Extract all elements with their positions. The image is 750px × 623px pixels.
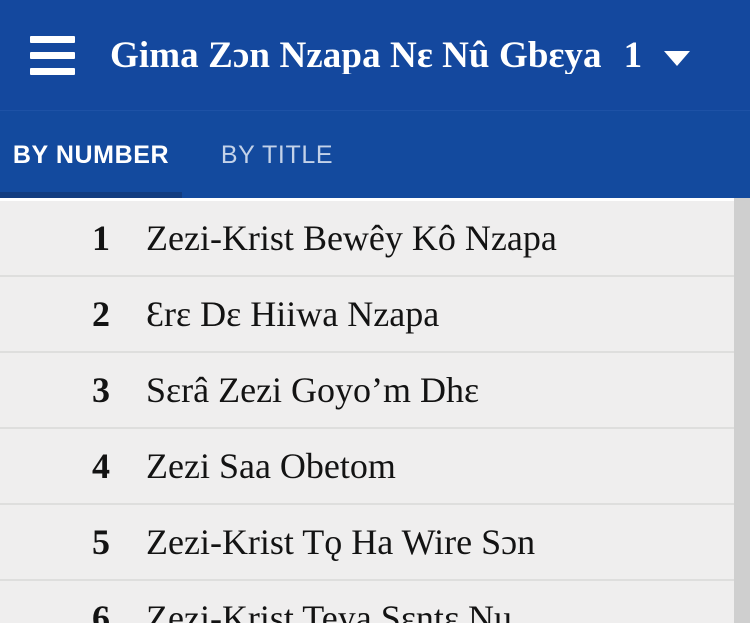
- list-item[interactable]: 4 Zezi Saa Obetom: [0, 429, 734, 505]
- list-item[interactable]: 5 Zezi-Krist Tǫ Ha Wire Sɔn: [0, 505, 734, 581]
- list-item-title: Zezi Saa Obetom: [146, 445, 396, 486]
- vertical-scrollbar[interactable]: [734, 198, 750, 623]
- list-item-number: 2: [92, 294, 110, 334]
- list-item[interactable]: 1 Zezi-Krist Bewêy Kô Nzapa: [0, 201, 734, 277]
- list-top-rule: [0, 198, 734, 201]
- list-item-title: Zezi-Krist Tǫ Ha Wire Sɔn: [146, 521, 536, 562]
- vertical-scrollbar-thumb[interactable]: [734, 198, 750, 318]
- list-item-title: Ɛrɛ Dɛ Hiiwa Nzapa: [146, 293, 440, 334]
- list-item-number: 5: [92, 522, 110, 562]
- page-title: Gima Zɔn Nzapa Nɛ Nû Gbɛya: [110, 36, 602, 74]
- app-title-group[interactable]: Gima Zɔn Nzapa Nɛ Nû Gbɛya 1: [110, 36, 691, 74]
- list-item-number: 6: [92, 598, 110, 623]
- song-list: 1 Zezi-Krist Bewêy Kô Nzapa 2 Ɛrɛ Dɛ Hii…: [0, 198, 750, 623]
- app-bar: Gima Zɔn Nzapa Nɛ Nû Gbɛya 1: [0, 0, 750, 110]
- list-item-number: 4: [92, 446, 110, 486]
- hamburger-bar: [30, 67, 75, 75]
- tab-by-title[interactable]: BY TITLE: [182, 111, 372, 199]
- list-item-title: Sɛrâ Zezi Goyo’m Dhɛ: [146, 369, 480, 410]
- list-item-title: Zezi-Krist Bewêy Kô Nzapa: [146, 217, 557, 258]
- chevron-down-icon[interactable]: [664, 50, 691, 66]
- hamburger-bar: [30, 35, 75, 43]
- list-item-title: Zezi-Krist Teya Sɛntɛ Nu: [146, 597, 512, 623]
- list-item[interactable]: 2 Ɛrɛ Dɛ Hiiwa Nzapa: [0, 277, 734, 353]
- list-item[interactable]: 6 Zezi-Krist Teya Sɛntɛ Nu: [0, 581, 734, 623]
- tab-active-indicator: [0, 192, 182, 199]
- song-list-rows: 1 Zezi-Krist Bewêy Kô Nzapa 2 Ɛrɛ Dɛ Hii…: [0, 201, 734, 623]
- book-number: 1: [623, 36, 643, 74]
- tab-by-number[interactable]: BY NUMBER: [0, 111, 182, 199]
- hamburger-bar: [30, 51, 75, 59]
- tab-by-number-label: BY NUMBER: [12, 140, 170, 169]
- hamburger-menu-icon[interactable]: [30, 33, 82, 77]
- tab-by-title-label: BY TITLE: [220, 140, 334, 169]
- tab-bar: BY NUMBER BY TITLE: [0, 110, 750, 199]
- list-item-number: 3: [92, 370, 110, 410]
- list-item-number: 1: [92, 218, 110, 258]
- list-item[interactable]: 3 Sɛrâ Zezi Goyo’m Dhɛ: [0, 353, 734, 429]
